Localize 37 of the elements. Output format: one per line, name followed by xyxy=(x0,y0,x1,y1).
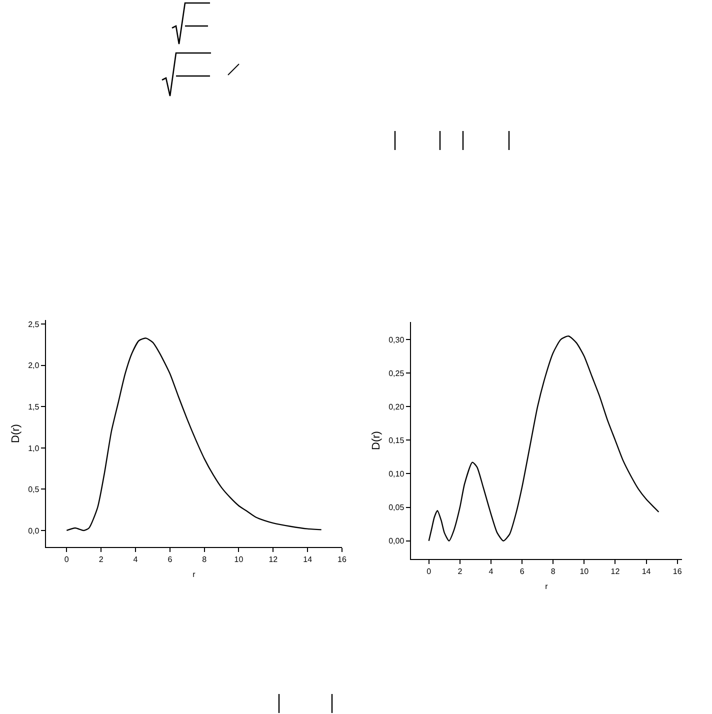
x-axis-title: r xyxy=(545,582,548,591)
x-axis-title: r xyxy=(192,570,196,579)
x-tick-label: 14 xyxy=(303,554,313,564)
y-tick-label: 0,00 xyxy=(388,536,405,546)
x-tick-label: 14 xyxy=(642,566,652,576)
x-tick-label: 0 xyxy=(426,566,432,576)
x-tick-label: 4 xyxy=(488,566,494,576)
line-series xyxy=(428,336,660,542)
y-tick-label: 0,0 xyxy=(28,526,40,536)
y-tick-label: 2,5 xyxy=(28,320,40,329)
y-tick-label: 1,5 xyxy=(28,402,40,412)
y-axis-title: D(r) xyxy=(10,424,22,443)
x-tick-label: 0 xyxy=(64,554,70,564)
y-tick-label: 0,20 xyxy=(388,402,405,412)
y-tick-label: 0,10 xyxy=(388,470,405,479)
x-tick-label: 2 xyxy=(458,566,463,576)
y-tick-label: 0,15 xyxy=(388,436,405,445)
y-tick-label: 0,30 xyxy=(388,335,405,344)
y-tick-label: 1,0 xyxy=(28,444,40,453)
x-tick-label: 2 xyxy=(98,554,104,564)
x-tick-label: 8 xyxy=(202,554,208,564)
x-tick-label: 10 xyxy=(234,554,244,564)
y-tick-label: 0,05 xyxy=(388,503,405,512)
y-axis-title: D(r) xyxy=(370,431,382,450)
x-tick-label: 6 xyxy=(520,566,525,576)
line-series xyxy=(66,338,322,532)
y-tick-label: 0,5 xyxy=(28,485,40,494)
x-tick-label: 4 xyxy=(133,554,138,564)
x-tick-label: 10 xyxy=(580,566,590,576)
x-tick-label: 16 xyxy=(338,554,347,564)
x-tick-label: 16 xyxy=(672,566,682,576)
y-tick-label: 2,0 xyxy=(28,361,40,370)
y-tick-label: 0,25 xyxy=(388,368,405,378)
x-tick-label: 12 xyxy=(610,566,620,576)
x-tick-label: 12 xyxy=(268,554,278,564)
x-tick-label: 8 xyxy=(550,566,556,576)
x-tick-label: 6 xyxy=(168,554,173,564)
